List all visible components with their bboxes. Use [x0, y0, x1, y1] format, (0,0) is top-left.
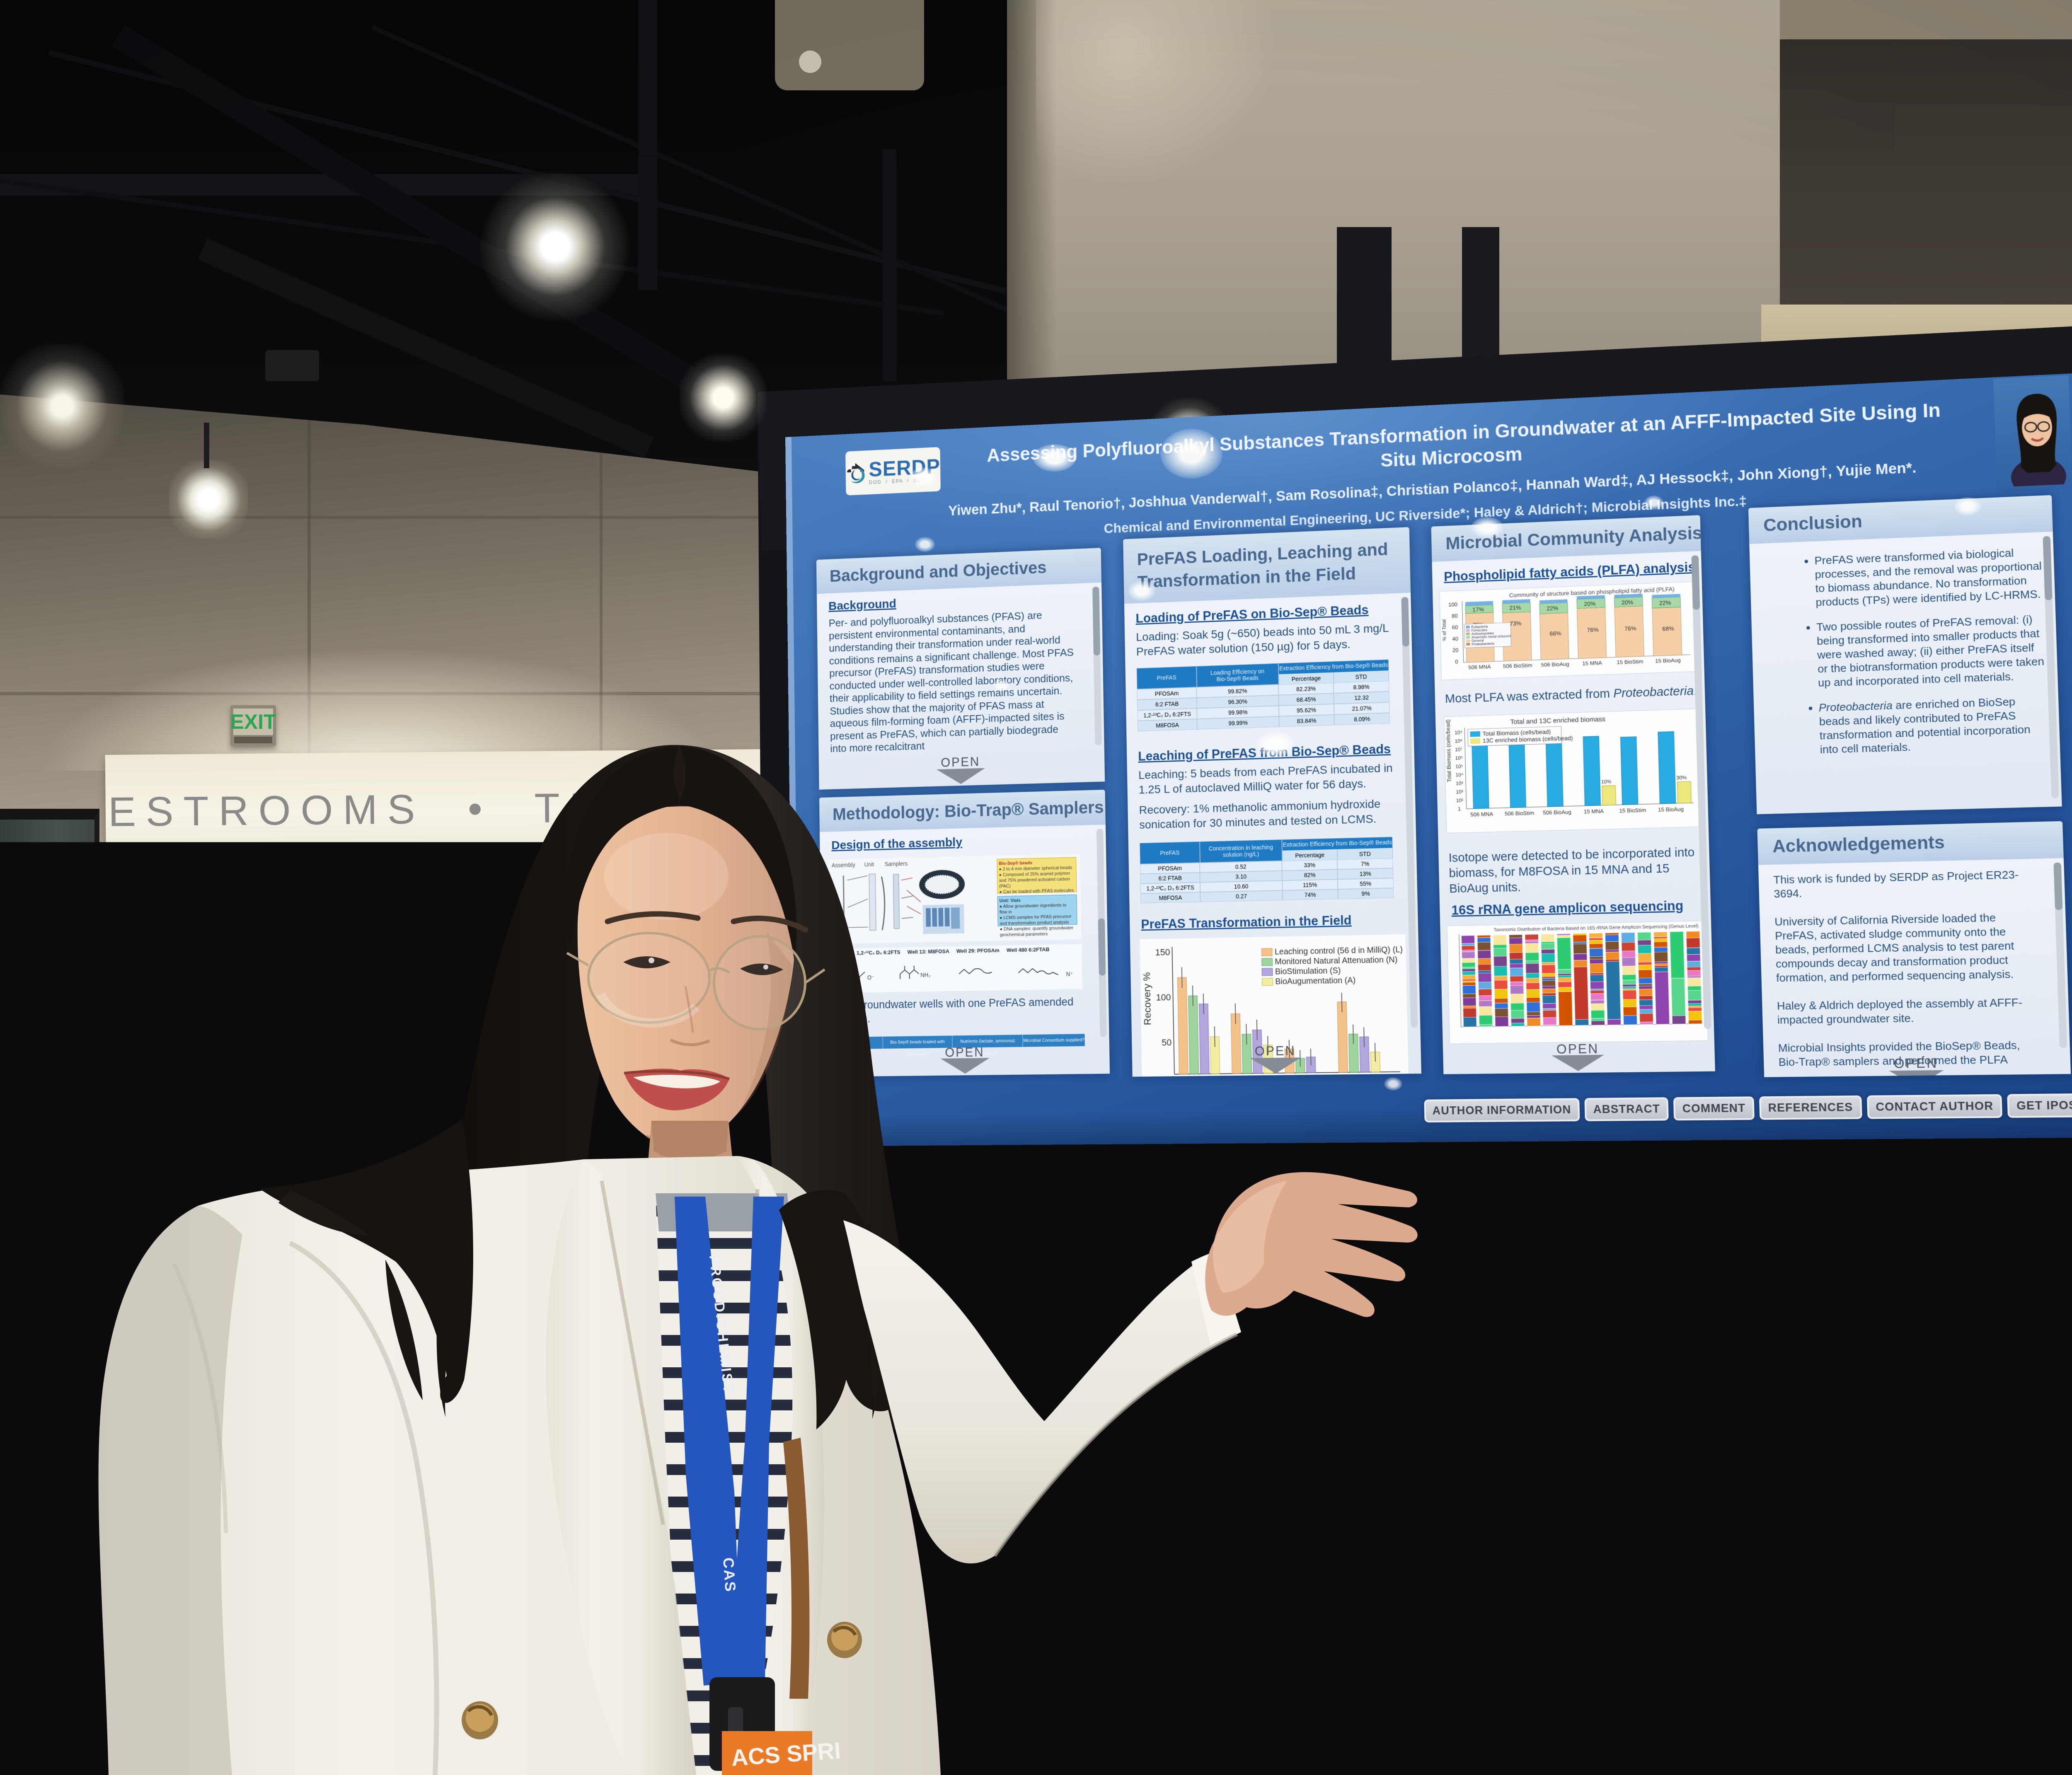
svg-text:20%: 20% [1622, 599, 1634, 606]
svg-text:506 BioStim: 506 BioStim [1505, 810, 1535, 817]
svg-text:76%: 76% [1587, 626, 1599, 633]
svg-text:15 BioStim: 15 BioStim [1617, 658, 1644, 666]
svg-text:10⁵: 10⁵ [1455, 764, 1463, 770]
svg-text:15 BioAug: 15 BioAug [1655, 657, 1681, 664]
svg-text:60: 60 [1452, 624, 1458, 631]
svg-text:17%: 17% [1472, 606, 1484, 613]
svg-text:22%: 22% [1547, 605, 1559, 612]
svg-text:10³: 10³ [1456, 781, 1463, 787]
svg-text:Total and 13C enriched biomass: Total and 13C enriched biomass [1510, 716, 1605, 726]
svg-text:10⁹: 10⁹ [1455, 730, 1462, 736]
svg-text:22%: 22% [1659, 600, 1671, 607]
svg-text:1: 1 [1458, 806, 1461, 812]
svg-text:30%: 30% [1676, 775, 1687, 781]
svg-text:10²: 10² [1456, 789, 1463, 795]
svg-text:15 BioAug: 15 BioAug [1658, 806, 1684, 813]
svg-text:15 MNA: 15 MNA [1584, 808, 1604, 815]
svg-text:506 BioAug: 506 BioAug [1543, 809, 1571, 816]
svg-text:20: 20 [1452, 647, 1459, 653]
svg-text:10⁶: 10⁶ [1455, 755, 1463, 761]
svg-text:80: 80 [1452, 613, 1458, 619]
svg-text:21%: 21% [1509, 605, 1521, 611]
svg-text:100: 100 [1448, 601, 1457, 608]
svg-text:506 BioStim: 506 BioStim [1503, 662, 1532, 670]
svg-text:10⁸: 10⁸ [1455, 738, 1462, 744]
svg-text:CAS: CAS [720, 1557, 739, 1594]
svg-text:10%: 10% [1601, 779, 1612, 785]
svg-text:10¹: 10¹ [1456, 798, 1464, 804]
svg-text:20%: 20% [1584, 600, 1596, 607]
svg-text:10⁴: 10⁴ [1455, 772, 1463, 778]
svg-text:73%: 73% [1510, 620, 1521, 627]
svg-text:506 BioAug: 506 BioAug [1541, 661, 1569, 668]
svg-text:76%: 76% [1624, 625, 1636, 632]
svg-text:506 MNA: 506 MNA [1468, 663, 1491, 670]
svg-text:506 MNA: 506 MNA [1470, 811, 1493, 818]
svg-text:68%: 68% [1662, 625, 1674, 632]
svg-text:0: 0 [1455, 658, 1458, 665]
svg-text:% of Total: % of Total [1442, 619, 1447, 641]
svg-text:Taxonomic Distribution of Bact: Taxonomic Distribution of Bacteria Based… [1494, 924, 1699, 933]
svg-text:40: 40 [1452, 636, 1458, 642]
svg-text:15 BioStim: 15 BioStim [1619, 807, 1646, 814]
svg-text:15 MNA: 15 MNA [1582, 660, 1602, 667]
svg-text:66%: 66% [1549, 630, 1561, 637]
svg-text:Proteobacteria: Proteobacteria [1472, 641, 1494, 646]
svg-text:10⁷: 10⁷ [1455, 747, 1462, 753]
